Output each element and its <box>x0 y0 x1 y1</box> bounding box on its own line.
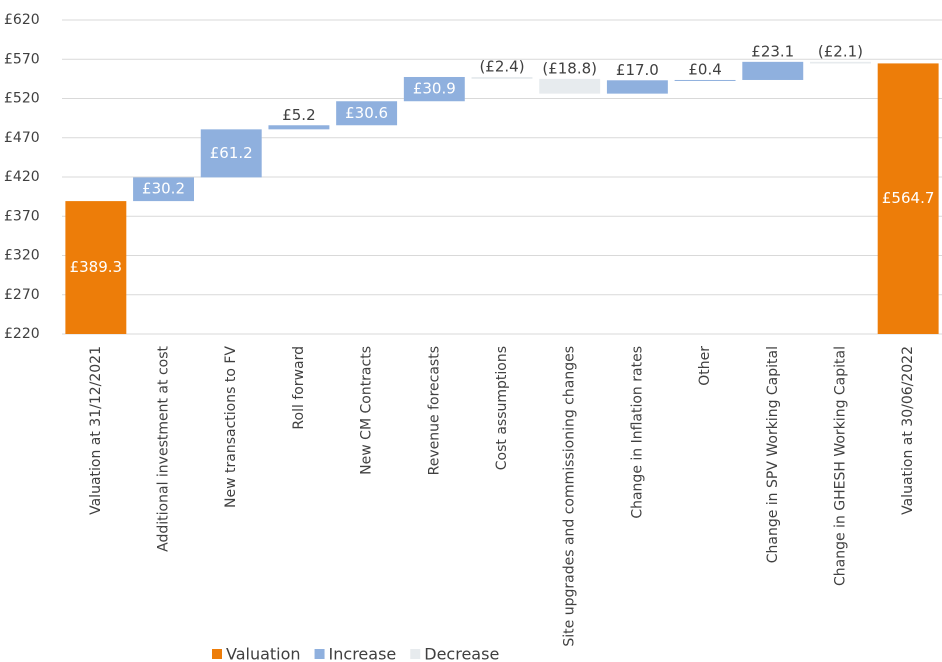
x-tick-label: Additional investment at cost <box>156 345 172 551</box>
x-tick-label: Roll forward <box>291 346 307 430</box>
bar <box>65 201 127 334</box>
legend-swatch <box>314 649 325 659</box>
data-label: £0.4 <box>688 60 721 78</box>
y-tick-label: £470 <box>4 130 40 146</box>
data-label: £30.9 <box>413 80 456 98</box>
bar <box>674 79 736 81</box>
legend-swatch <box>410 649 421 659</box>
bar <box>403 76 465 102</box>
data-label: £61.2 <box>210 144 253 162</box>
bar <box>268 125 330 130</box>
bar <box>539 78 601 94</box>
legend-label: Valuation <box>226 645 301 662</box>
bar <box>471 76 533 79</box>
y-tick-label: £220 <box>4 326 40 342</box>
x-tick-label: Cost assumptions <box>494 346 510 470</box>
x-tick-label: Change in GHESH Working Capital <box>832 346 848 586</box>
data-label: £30.6 <box>345 104 388 122</box>
y-tick-label: £520 <box>4 91 40 107</box>
y-tick-label: £370 <box>4 208 40 224</box>
bar <box>133 177 194 202</box>
legend-swatch <box>212 649 222 659</box>
data-label: £564.7 <box>882 189 935 207</box>
y-tick-label: £320 <box>4 248 40 264</box>
data-label: £23.1 <box>751 42 794 60</box>
data-label: £17.0 <box>616 61 659 79</box>
bar <box>877 63 939 335</box>
x-tick-label: Change in Inflation rates <box>629 346 645 519</box>
bar <box>606 80 668 94</box>
bar <box>810 61 871 64</box>
y-tick-label: £570 <box>4 51 40 67</box>
y-tick-label: £620 <box>4 12 40 28</box>
legend-label: Decrease <box>424 645 499 662</box>
bar <box>742 61 804 80</box>
x-tick-label: Valuation at 30/06/2022 <box>900 346 916 515</box>
y-tick-label: £270 <box>4 287 40 303</box>
bar <box>200 129 262 178</box>
x-tick-label: Other <box>697 346 713 386</box>
bar <box>336 101 398 126</box>
y-tick-label: £420 <box>4 169 40 185</box>
x-tick-label: Site upgrades and commissioning changes <box>562 346 578 647</box>
data-label: £30.2 <box>142 180 185 198</box>
x-tick-label: Change in SPV Working Capital <box>765 346 781 563</box>
data-label: (£2.1) <box>818 42 863 60</box>
data-label: (£18.8) <box>542 59 597 77</box>
data-label: £5.2 <box>282 106 315 124</box>
legend-label: Increase <box>329 645 397 662</box>
x-tick-label: New CM Contracts <box>359 346 375 475</box>
x-tick-label: New transactions to FV <box>223 346 239 508</box>
x-tick-label: Revenue forecasts <box>426 346 442 475</box>
x-tick-label: Valuation at 31/12/2021 <box>88 346 104 515</box>
data-label: £389.3 <box>70 258 123 276</box>
data-label: (£2.4) <box>479 57 524 75</box>
